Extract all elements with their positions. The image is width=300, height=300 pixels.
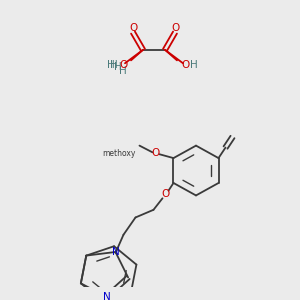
- Text: H: H: [119, 66, 127, 76]
- Text: N: N: [103, 292, 111, 300]
- Text: methoxy: methoxy: [102, 149, 136, 158]
- Text: O: O: [119, 60, 127, 70]
- Text: O: O: [152, 148, 160, 158]
- Text: N: N: [112, 247, 119, 257]
- Text: H: H: [114, 62, 122, 72]
- Text: H: H: [107, 60, 115, 70]
- Text: O: O: [181, 60, 189, 70]
- Text: H: H: [190, 60, 198, 70]
- Text: O: O: [129, 23, 137, 33]
- Text: H: H: [110, 60, 118, 70]
- Text: O: O: [161, 190, 169, 200]
- Text: O: O: [171, 23, 179, 33]
